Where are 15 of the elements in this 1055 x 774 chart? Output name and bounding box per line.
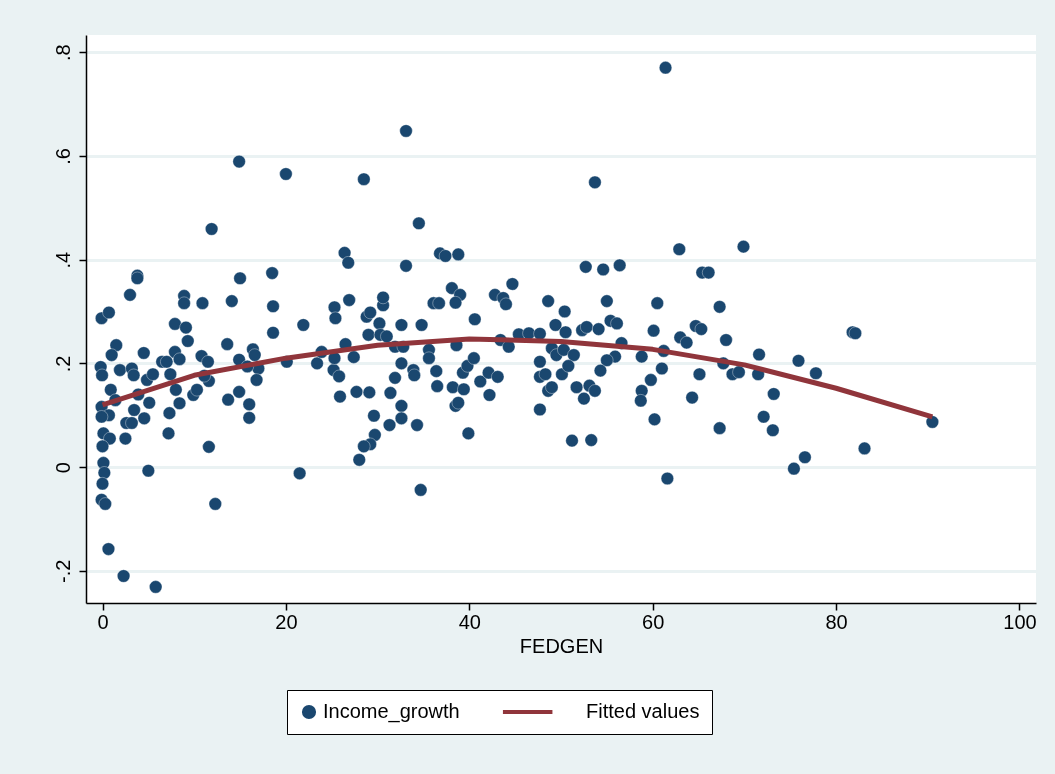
x-tick-label: 60	[642, 610, 665, 633]
y-tick-label: .2	[51, 355, 74, 373]
x-tick-label: 40	[458, 610, 481, 633]
y-tick-label: .6	[51, 148, 74, 165]
legend-label: Fitted values	[586, 700, 700, 722]
x-tick-label: 100	[1003, 610, 1037, 633]
y-tick-label: .8	[51, 44, 74, 61]
x-tick-label: 0	[97, 610, 109, 633]
x-tick-label: 80	[825, 610, 848, 633]
legend-label: Income_growth	[323, 700, 460, 723]
y-tick-label: .4	[51, 251, 74, 269]
x-tick-label: 20	[275, 610, 298, 633]
y-tick-label: -.2	[51, 559, 74, 584]
x-axis-title: FEDGEN	[519, 634, 604, 657]
y-tick-label: 0	[51, 462, 74, 474]
